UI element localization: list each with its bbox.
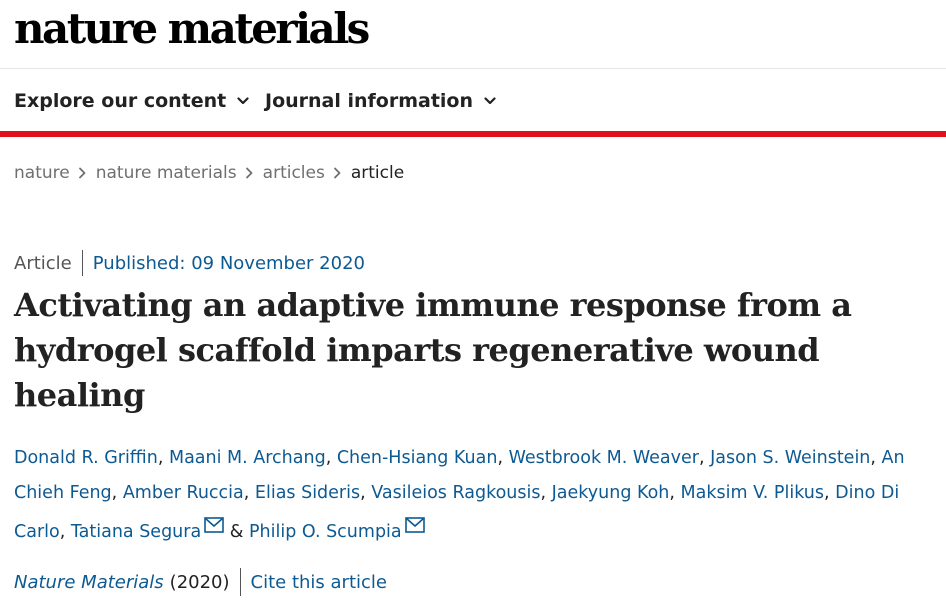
nav-journal-information[interactable]: Journal information: [265, 90, 496, 112]
author-link[interactable]: Chen-Hsiang Kuan: [336, 448, 498, 468]
author-link[interactable]: Maksim V. Plikus: [680, 483, 825, 503]
author-link[interactable]: Vasileios Ragkousis: [371, 483, 541, 503]
author-list: Donald R. Griffin, Maani M. Archang, Che…: [14, 441, 924, 550]
author-link[interactable]: Jaekyung Koh: [551, 483, 670, 503]
nav-explore-content-label: Explore our content: [14, 90, 227, 112]
chevron-down-icon: [237, 97, 249, 105]
author-separator: ,: [669, 483, 681, 503]
author-link[interactable]: Elias Sideris: [254, 483, 361, 503]
author-joiner: &: [224, 522, 249, 542]
author-separator: ,: [497, 448, 509, 468]
site-header: nature materials: [0, 0, 946, 69]
main-nav: Explore our content Journal information: [0, 68, 946, 132]
cite-this-article-link[interactable]: Cite this article: [250, 571, 387, 593]
author-link[interactable]: Jason S. Weinstein: [710, 448, 871, 468]
breadcrumb-nature[interactable]: nature: [14, 163, 70, 183]
author-link[interactable]: An Chieh Feng: [14, 448, 905, 503]
author-separator: ,: [360, 483, 372, 503]
cite-divider: [239, 568, 241, 596]
author-link[interactable]: Donald R. Griffin: [14, 448, 158, 468]
nav-explore-content[interactable]: Explore our content: [14, 90, 249, 112]
author-separator: ,: [824, 483, 836, 503]
author-separator: ,: [325, 448, 337, 468]
chevron-down-icon: [484, 97, 496, 105]
breadcrumb-nature-materials[interactable]: nature materials: [95, 163, 237, 183]
meta-divider: [81, 250, 83, 276]
published-date: Published: 09 November 2020: [92, 252, 365, 274]
citation-row: Nature Materials (2020) Cite this articl…: [14, 568, 387, 596]
breadcrumb: nature nature materials articles article: [14, 163, 404, 183]
journal-name[interactable]: Nature Materials: [14, 571, 164, 593]
article-meta: Article Published: 09 November 2020: [14, 250, 365, 276]
article-title: Activating an adaptive immune response f…: [14, 286, 852, 414]
journal-logo[interactable]: nature materials: [14, 4, 370, 53]
author-separator: ,: [157, 448, 169, 468]
author-separator: ,: [540, 483, 552, 503]
publication-year: (2020): [169, 571, 230, 593]
author-separator: ,: [243, 483, 255, 503]
article-type: Article: [14, 252, 72, 274]
breadcrumb-current: article: [350, 163, 405, 183]
author-separator: ,: [111, 483, 123, 503]
author-link[interactable]: Westbrook M. Weaver: [508, 448, 699, 468]
author-separator: ,: [59, 522, 71, 542]
chevron-right-icon: [245, 167, 253, 179]
mail-icon[interactable]: [404, 511, 425, 533]
author-separator: ,: [698, 448, 711, 468]
mail-icon[interactable]: [204, 511, 225, 533]
author-link[interactable]: Maani M. Archang: [168, 448, 326, 468]
author-link[interactable]: Dino Di Carlo: [14, 483, 900, 542]
nav-journal-information-label: Journal information: [265, 90, 474, 112]
author-separator: ,: [870, 448, 882, 468]
chevron-right-icon: [333, 167, 341, 179]
author-link[interactable]: Tatiana Segura: [70, 522, 202, 542]
breadcrumb-articles[interactable]: articles: [262, 163, 325, 183]
author-link[interactable]: Philip O. Scumpia: [248, 522, 402, 542]
author-link[interactable]: Amber Ruccia: [122, 483, 244, 503]
nav-accent-rule: [0, 131, 946, 137]
chevron-right-icon: [78, 167, 86, 179]
